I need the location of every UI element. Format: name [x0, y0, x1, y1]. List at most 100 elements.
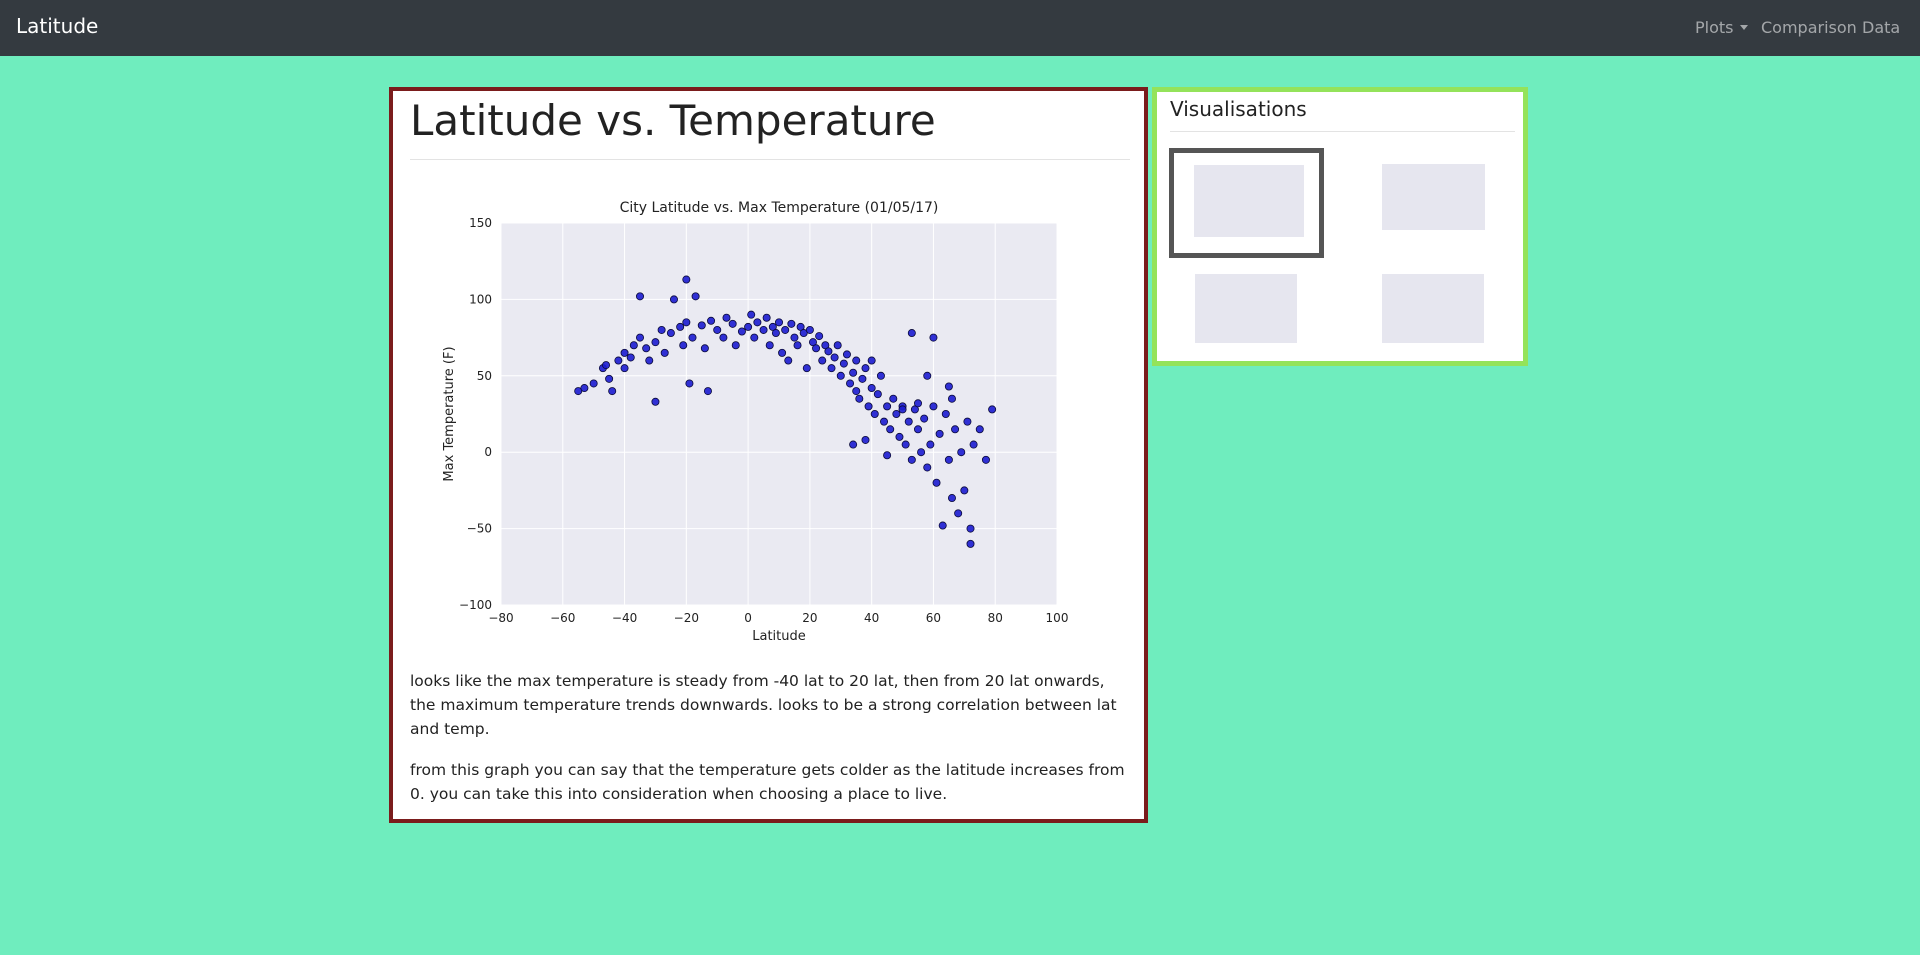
- data-point: [737, 327, 746, 336]
- x-tick-label: 60: [926, 611, 941, 625]
- data-point: [657, 325, 666, 334]
- data-point: [914, 425, 923, 434]
- data-point: [753, 318, 762, 327]
- y-tick-label: 150: [469, 216, 492, 230]
- data-point: [781, 325, 790, 334]
- x-tick-label: −40: [612, 611, 637, 625]
- y-tick-label: −50: [467, 522, 492, 536]
- data-point: [846, 379, 855, 388]
- data-point: [852, 356, 861, 365]
- data-point: [951, 425, 960, 434]
- data-point: [620, 348, 629, 357]
- data-point: [793, 341, 802, 350]
- data-point: [929, 333, 938, 342]
- data-point: [688, 333, 697, 342]
- data-point: [700, 344, 709, 353]
- y-tick-label: −100: [459, 598, 492, 612]
- data-point: [873, 390, 882, 399]
- data-point: [876, 371, 885, 380]
- data-point: [812, 344, 821, 353]
- data-point: [969, 440, 978, 449]
- data-point: [728, 319, 737, 328]
- nav-dropdown[interactable]: Plots: [1695, 18, 1748, 37]
- data-point: [947, 394, 956, 403]
- nav-link[interactable]: Comparison: [1761, 18, 1857, 37]
- data-point: [898, 405, 907, 414]
- data-point: [722, 313, 731, 322]
- data-point: [920, 414, 929, 423]
- data-point: [602, 361, 611, 370]
- nav-link[interactable]: Plots: [1695, 18, 1734, 37]
- data-point: [852, 387, 861, 396]
- data-point: [635, 333, 644, 342]
- data-point: [676, 322, 685, 331]
- data-point: [713, 325, 722, 334]
- data-point: [929, 402, 938, 411]
- thumb-plot: [1382, 164, 1486, 231]
- data-point: [824, 347, 833, 356]
- data-point: [923, 371, 932, 380]
- y-tick-label: 0: [484, 445, 492, 459]
- data-point: [651, 397, 660, 406]
- data-point: [682, 318, 691, 327]
- data-point: [988, 405, 997, 414]
- data-point: [827, 364, 836, 373]
- data-point: [626, 353, 635, 362]
- data-point: [883, 451, 892, 460]
- data-point: [839, 359, 848, 368]
- data-point: [620, 364, 629, 373]
- data-point: [966, 524, 975, 533]
- data-point: [645, 356, 654, 365]
- x-tick-label: 80: [988, 611, 1003, 625]
- data-point: [938, 521, 947, 530]
- paragraph: from this graph you can say that the tem…: [410, 761, 1125, 803]
- data-point: [963, 417, 972, 426]
- data-point: [765, 341, 774, 350]
- data-point: [944, 382, 953, 391]
- data-point: [849, 368, 858, 377]
- chart-title: City Latitude vs. Max Temperature (01/05…: [620, 200, 939, 216]
- data-point: [954, 509, 963, 518]
- data-point: [697, 321, 706, 330]
- data-point: [861, 364, 870, 373]
- data-point: [966, 539, 975, 548]
- x-axis-label: Latitude: [752, 629, 806, 644]
- thumbnail[interactable]: [1169, 148, 1324, 258]
- sidebar-title: Visualisations: [1170, 97, 1307, 121]
- x-tick-label: 40: [864, 611, 879, 625]
- data-point: [790, 333, 799, 342]
- x-tick-label: 20: [802, 611, 817, 625]
- sidebar: Visualisations: [1152, 87, 1528, 366]
- data-point: [883, 402, 892, 411]
- data-point: [629, 341, 638, 350]
- data-point: [635, 292, 644, 301]
- data-point: [889, 394, 898, 403]
- thumbnail[interactable]: [1363, 153, 1499, 245]
- thumbnail[interactable]: [1176, 263, 1310, 358]
- data-point: [787, 319, 796, 328]
- data-point: [904, 417, 913, 426]
- data-point: [901, 440, 910, 449]
- data-point: [651, 338, 660, 347]
- data-point: [762, 313, 771, 322]
- data-point: [935, 429, 944, 438]
- data-point: [771, 329, 780, 338]
- nav-link[interactable]: Data: [1862, 18, 1901, 37]
- data-point: [605, 374, 614, 383]
- data-point: [867, 356, 876, 365]
- data-point: [944, 455, 953, 464]
- heading: Latitude vs. Temperature: [410, 96, 936, 145]
- data-point: [744, 322, 753, 331]
- brand[interactable]: Latitude: [16, 14, 99, 38]
- data-point: [947, 494, 956, 503]
- y-tick-label: 100: [469, 292, 492, 306]
- data-point: [864, 402, 873, 411]
- data-point: [907, 329, 916, 338]
- data-point: [907, 455, 916, 464]
- data-point: [914, 399, 923, 408]
- x-tick-label: −20: [674, 611, 699, 625]
- thumbnail[interactable]: [1363, 263, 1497, 358]
- data-point: [867, 384, 876, 393]
- data-point: [836, 371, 845, 380]
- data-point: [960, 486, 969, 495]
